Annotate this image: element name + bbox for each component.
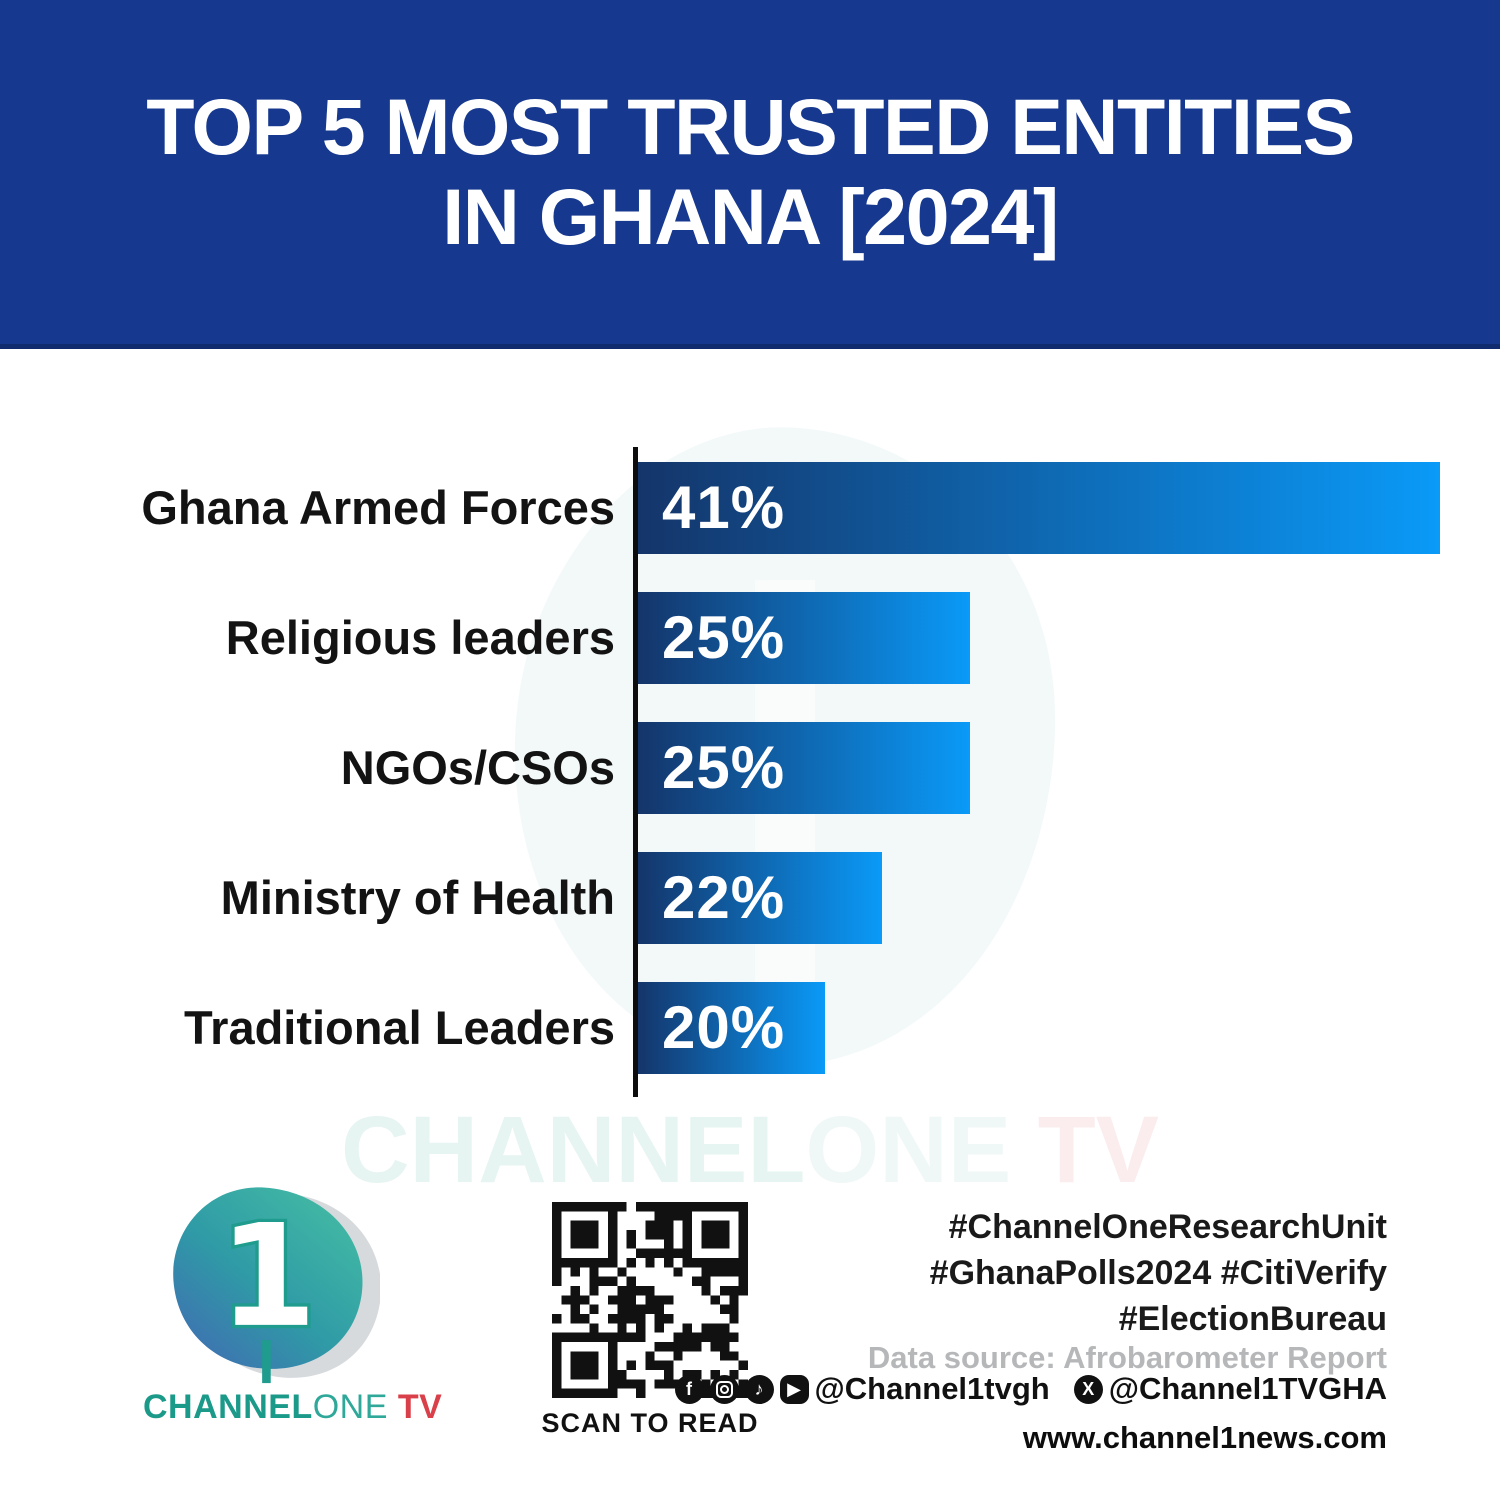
bar-value-label: 25% xyxy=(662,604,786,671)
category-label: Religious leaders xyxy=(225,611,615,664)
instagram-icon xyxy=(709,1374,739,1404)
channel-one-tv-logo: 1 xyxy=(173,1187,380,1384)
social-handles-row: f ♪ ▶ @Channel1tvgh X @Channel1TVGHA xyxy=(627,1371,1387,1406)
bar-religious-leaders: 25% xyxy=(638,592,970,684)
bar-traditional-leaders: 20% xyxy=(638,982,825,1074)
logo-wordmark-one: ONE xyxy=(312,1388,388,1426)
watermark-channel: CHANNEL xyxy=(340,1097,806,1203)
logo-wordmark-tv: TV xyxy=(387,1388,443,1426)
facebook-icon: f xyxy=(674,1374,704,1404)
bar-row-ministry-of-health: Ministry of Health 22% xyxy=(0,852,1500,944)
hashtags-block: #ChannelOneResearchUnit #GhanaPolls2024 … xyxy=(687,1204,1387,1342)
youtube-icon: ▶ xyxy=(779,1374,809,1404)
watermark-one: ONE xyxy=(805,1097,1012,1203)
qr-code xyxy=(552,1202,748,1398)
bar-ghana-armed-forces: 41% xyxy=(638,462,1440,554)
tiktok-icon: ♪ xyxy=(744,1374,774,1404)
bar-row-ngos-csos: NGOs/CSOs 25% xyxy=(0,722,1500,814)
bar-value-label: 20% xyxy=(662,994,786,1061)
logo-pebble xyxy=(173,1187,363,1369)
hashtag-line-1: #ChannelOneResearchUnit xyxy=(948,1208,1387,1246)
hashtag-line-3: #ElectionBureau xyxy=(1118,1300,1387,1338)
category-label: Traditional Leaders xyxy=(184,1001,615,1054)
logo-one-glyph: 1 xyxy=(219,1195,317,1359)
category-label: NGOs/CSOs xyxy=(340,741,615,794)
bar-value-label: 41% xyxy=(662,474,786,541)
bar-row-ghana-armed-forces: Ghana Armed Forces 41% xyxy=(0,462,1500,554)
x-twitter-icon: X xyxy=(1073,1374,1103,1404)
logo-wordmark-channel: CHANNEL xyxy=(143,1388,313,1426)
bar-row-traditional-leaders: Traditional Leaders 20% xyxy=(0,982,1500,1074)
logo-one-descender xyxy=(262,1340,271,1384)
header-banner: TOP 5 MOST TRUSTED ENTITIES IN GHANA [20… xyxy=(0,0,1500,349)
bar-value-label: 25% xyxy=(662,734,786,801)
watermark-tv: TV xyxy=(1011,1097,1160,1203)
logo-wordmark: CHANNELONE TV xyxy=(143,1388,443,1427)
social-handle-primary: @Channel1tvgh xyxy=(814,1371,1050,1406)
category-label: Ministry of Health xyxy=(220,871,615,924)
category-label: Ghana Armed Forces xyxy=(141,481,615,534)
hashtag-line-2: #GhanaPolls2024 #CitiVerify xyxy=(929,1254,1387,1292)
social-handle-x: @Channel1TVGHA xyxy=(1108,1371,1387,1406)
bar-ministry-of-health: 22% xyxy=(638,852,882,944)
bar-value-label: 22% xyxy=(662,864,786,931)
bar-row-religious-leaders: Religious leaders 25% xyxy=(0,592,1500,684)
website-url: www.channel1news.com xyxy=(1022,1420,1387,1455)
page-title-line1: TOP 5 MOST TRUSTED ENTITIES xyxy=(146,82,1355,171)
page-title-line2: IN GHANA [2024] xyxy=(442,172,1059,261)
page-title: TOP 5 MOST TRUSTED ENTITIES IN GHANA [20… xyxy=(146,82,1355,262)
chart-axis-line xyxy=(633,447,638,1097)
bar-ngos-csos: 25% xyxy=(638,722,970,814)
data-source-note: Data source: Afrobarometer Report xyxy=(867,1340,1387,1375)
qr-caption: SCAN TO READ xyxy=(541,1408,759,1438)
